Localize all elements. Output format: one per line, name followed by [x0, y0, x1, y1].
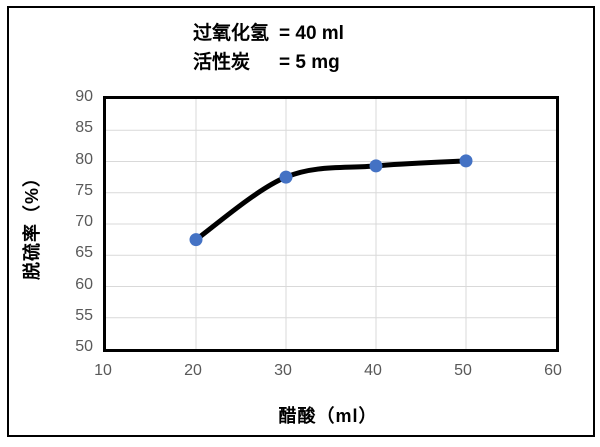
title-line2-value: = 5 mg — [279, 52, 340, 73]
chart-title-line-1: 过氧化氢 = 40 ml — [193, 19, 344, 48]
x-tick-label: 10 — [94, 362, 112, 379]
y-tick-label: 80 — [75, 150, 93, 168]
y-tick-label: 55 — [75, 306, 93, 324]
x-tick-label: 50 — [454, 362, 472, 379]
line-chart-svg — [106, 99, 556, 349]
y-tick-label: 60 — [75, 275, 93, 293]
data-point-marker — [279, 170, 293, 184]
y-tick-label: 90 — [75, 88, 93, 105]
x-tick-label: 60 — [544, 362, 562, 379]
y-tick-label: 50 — [75, 338, 93, 355]
plot-area — [103, 96, 559, 352]
x-axis-title: 醋酸（ml） — [278, 406, 378, 426]
title-line1-label: 过氧化氢 — [193, 23, 270, 44]
title-line1-value: = 40 ml — [279, 23, 344, 44]
y-tick-label: 70 — [75, 213, 93, 230]
chart-title-line-2: 活性炭 = 5 mg — [193, 48, 344, 77]
y-axis-title: 脱硫率（%） — [22, 167, 42, 281]
y-tick-label: 85 — [75, 119, 93, 137]
x-tick-label: 20 — [184, 362, 202, 379]
chart-title: 过氧化氢 = 40 ml 活性炭 = 5 mg — [193, 19, 344, 77]
series-line — [193, 158, 469, 243]
y-tick-label: 75 — [75, 181, 93, 199]
data-point-marker — [189, 233, 203, 247]
x-tick-label: 40 — [364, 362, 382, 379]
data-point-marker — [369, 159, 383, 173]
x-tick-label: 30 — [274, 362, 292, 379]
data-point-marker — [459, 154, 473, 168]
y-tick-label: 65 — [75, 244, 93, 262]
title-line2-label: 活性炭 — [193, 52, 251, 73]
